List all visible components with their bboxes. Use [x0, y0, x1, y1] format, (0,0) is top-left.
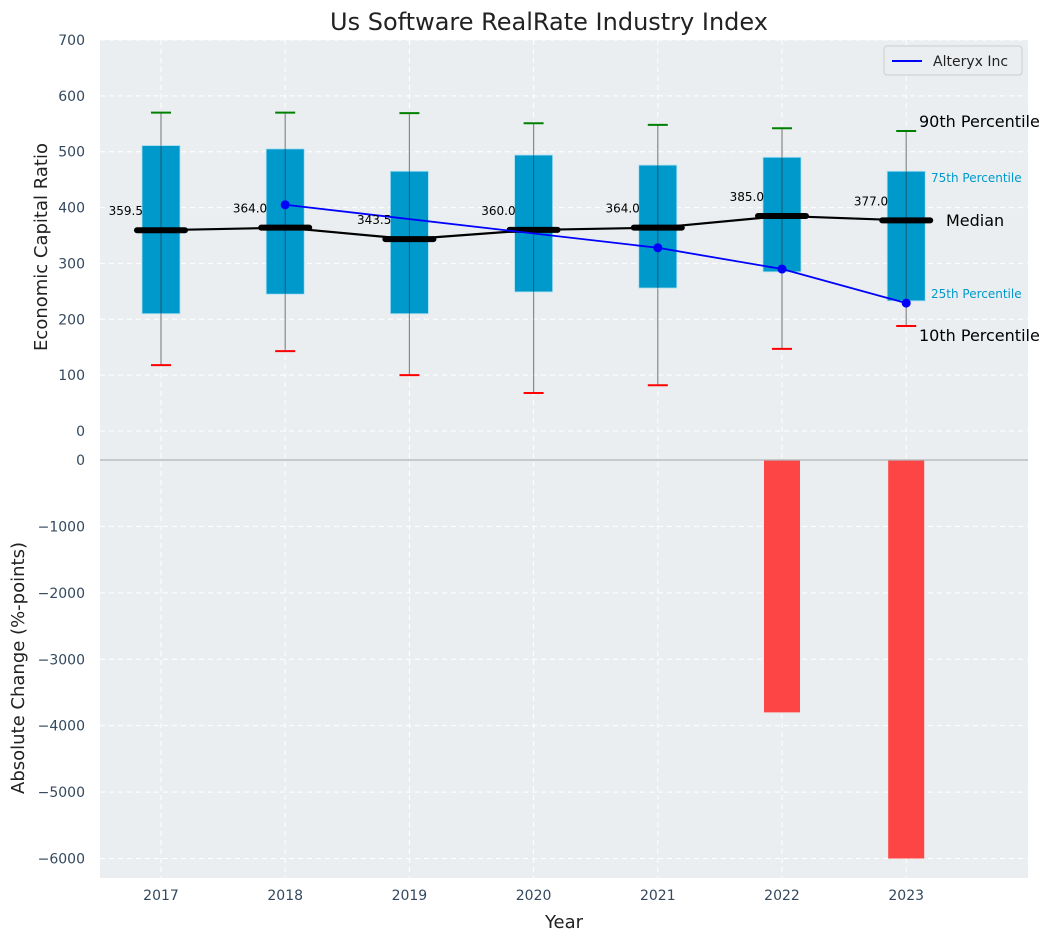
- alteryx-point: [653, 243, 663, 253]
- median-value-label: 364.0: [605, 202, 639, 216]
- annotation-p10: 10th Percentile: [919, 326, 1040, 345]
- bottom-panel: 0 −1000 −2000 −3000 −4000 −5000 −6000 2017 2018…: [8, 453, 1028, 933]
- annotation-p25: 25th Percentile: [931, 287, 1022, 301]
- bottom-y-tick-label: −4000: [38, 719, 85, 735]
- change-bar: [764, 460, 800, 713]
- median-value-label: 343.5: [357, 213, 391, 227]
- bottom-y-tick-label: −2000: [38, 586, 85, 602]
- median-value-label: 385.0: [730, 190, 764, 204]
- legend: Alteryx Inc: [883, 45, 1023, 76]
- chart-title: Us Software RealRate Industry Index: [330, 8, 768, 36]
- x-ticks: 2017 2018 2019 2020 2021 2022 2023: [143, 888, 924, 904]
- annotation-p90: 90th Percentile: [919, 112, 1040, 131]
- alteryx-line: [285, 203, 907, 304]
- bottom-plot-area: [100, 453, 1028, 878]
- x-tick-label: 2019: [392, 888, 428, 904]
- top-y-tick-label: 500: [58, 145, 85, 161]
- bottom-y-tick-label: −1000: [38, 519, 85, 535]
- top-y-tick-label: 300: [58, 256, 85, 272]
- change-bars: [764, 460, 925, 859]
- median-value-label: 360.0: [481, 204, 515, 218]
- top-y-tick-label: 600: [58, 89, 85, 105]
- alteryx-series: [280, 200, 911, 308]
- boxes: [141, 111, 926, 395]
- x-tick-label: 2018: [267, 888, 303, 904]
- top-plot-area: [100, 40, 1028, 453]
- percentile-annotations: 90th Percentile 75th Percentile Median 2…: [919, 112, 1040, 345]
- bottom-y-tick-label: −3000: [38, 652, 85, 668]
- x-tick-label: 2021: [640, 888, 676, 904]
- top-y-tick-label: 700: [58, 33, 85, 49]
- bottom-y-tick-label: −5000: [38, 785, 85, 801]
- x-tick-label: 2022: [764, 888, 800, 904]
- bottom-y-ticks: 0 −1000 −2000 −3000 −4000 −5000 −6000: [38, 453, 85, 868]
- top-y-axis-label: Economic Capital Ratio: [31, 143, 52, 351]
- alteryx-point: [777, 264, 787, 274]
- bottom-y-tick-label: 0: [76, 453, 85, 469]
- legend-label-alteryx: Alteryx Inc: [933, 54, 1008, 70]
- top-y-tick-label: 0: [76, 424, 85, 440]
- median-value-label: 364.0: [233, 202, 267, 216]
- legend-box: [883, 45, 1023, 76]
- median-value-label: 377.0: [854, 194, 888, 208]
- annotation-median: Median: [946, 211, 1004, 230]
- change-bar: [888, 460, 925, 859]
- x-axis-label: Year: [544, 912, 584, 933]
- x-tick-label: 2017: [143, 888, 179, 904]
- top-y-tick-label: 200: [58, 312, 85, 328]
- median-labels: 359.5 364.0 343.5 360.0 364.0 385.0 377.0: [109, 190, 889, 227]
- top-y-ticks: 0 100 200 300 400 500 600 700: [58, 33, 85, 440]
- alteryx-point: [280, 200, 290, 210]
- bottom-y-axis-label: Absolute Change (%-points): [8, 542, 29, 794]
- annotation-p75: 75th Percentile: [931, 171, 1022, 185]
- median-line-group: [134, 212, 934, 243]
- median-value-label: 359.5: [109, 204, 143, 218]
- top-panel: 0 100 200 300 400 500 600 700 359.5 364.0 343.5 36…: [31, 33, 1040, 453]
- alteryx-point: [901, 298, 911, 308]
- top-y-tick-label: 100: [58, 368, 85, 384]
- x-tick-label: 2020: [516, 888, 552, 904]
- bottom-y-tick-label: −6000: [38, 852, 85, 868]
- x-tick-label: 2023: [888, 888, 924, 904]
- top-y-tick-label: 400: [58, 201, 85, 217]
